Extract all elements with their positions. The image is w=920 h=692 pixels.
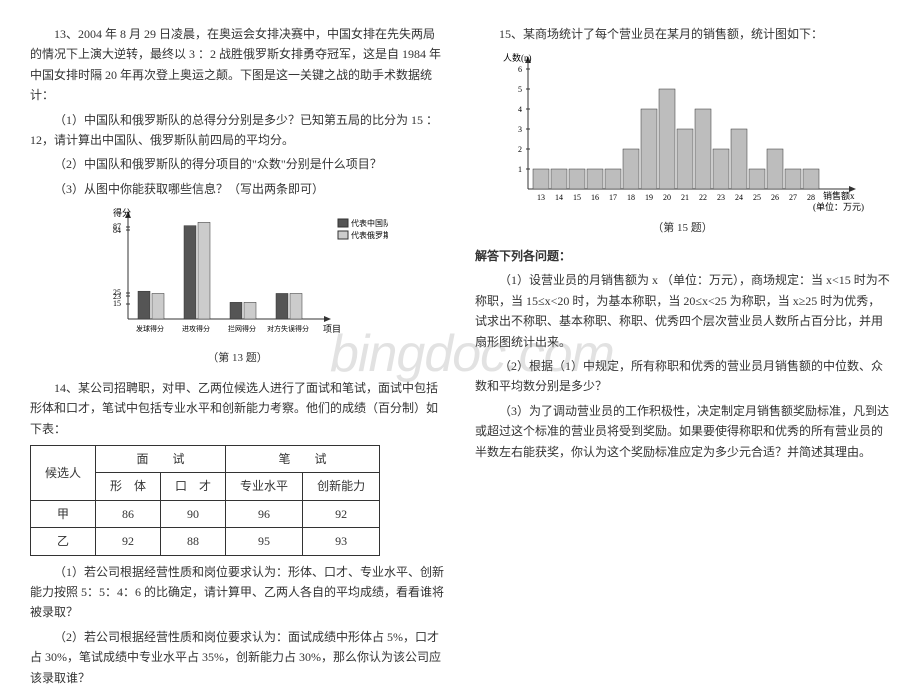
svg-text:项目: 项目 xyxy=(323,324,341,334)
svg-text:26: 26 xyxy=(771,193,779,202)
svg-text:84: 84 xyxy=(113,226,121,235)
q14-p1: （1）若公司根据经营性质和岗位要求认为：形体、口才、专业水平、创新能力按照 5：… xyxy=(30,562,445,623)
svg-text:15: 15 xyxy=(113,299,121,308)
q13-p1: （1）中国队和俄罗斯队的总得分分别是多少？已知第五局的比分为 15 ：12，请计… xyxy=(30,110,445,151)
svg-text:拦网得分: 拦网得分 xyxy=(228,324,256,333)
q15-heading: 解答下列各问题： xyxy=(475,246,890,266)
svg-text:6: 6 xyxy=(518,65,522,74)
q14-table: 候选人 面 试 笔 试 形 体口 才专业水平创新能力 甲86909692 乙92… xyxy=(30,445,380,556)
svg-text:27: 27 xyxy=(789,193,797,202)
svg-text:1: 1 xyxy=(518,165,522,174)
q15-p3: （3）为了调动营业员的工作积极性，决定制定月销售额奖励标准，凡到达或超过这个标准… xyxy=(475,401,890,462)
svg-text:发球得分: 发球得分 xyxy=(136,324,164,333)
svg-text:25: 25 xyxy=(753,193,761,202)
q15-bar-chart: 人数(n) 销售额x (单位：万元) 123456 13141516171819… xyxy=(493,49,873,214)
svg-text:16: 16 xyxy=(591,193,599,202)
svg-text:13: 13 xyxy=(537,193,545,202)
svg-text:23: 23 xyxy=(717,193,725,202)
svg-text:21: 21 xyxy=(681,193,689,202)
q15-chart-label: （第 15 题） xyxy=(475,219,890,238)
svg-text:代表俄罗斯: 代表俄罗斯 xyxy=(351,230,388,240)
table-head-interview: 面 试 xyxy=(96,445,226,472)
right-column: 15、某商场统计了每个营业员在某月的销售额，统计图如下： 人数(n) 销售额x … xyxy=(475,20,890,692)
svg-text:14: 14 xyxy=(555,193,563,202)
q13-intro: 13、2004 年 8 月 29 日凌晨，在奥运会女排决赛中，中国女排在先失两局… xyxy=(30,24,445,106)
q13-p2: （2）中国队和俄罗斯队的得分项目的"众数"分别是什么项目？ xyxy=(30,154,445,174)
svg-text:22: 22 xyxy=(699,193,707,202)
svg-text:18: 18 xyxy=(627,193,635,202)
two-column-layout: 13、2004 年 8 月 29 日凌晨，在奥运会女排决赛中，中国女排在先失两局… xyxy=(30,20,890,692)
svg-text:(单位：万元): (单位：万元) xyxy=(813,201,864,212)
svg-text:代表中国队: 代表中国队 xyxy=(351,218,388,228)
svg-text:得分: 得分 xyxy=(113,207,131,218)
table-head-written: 笔 试 xyxy=(226,445,380,472)
svg-text:4: 4 xyxy=(518,105,522,114)
svg-text:人数(n): 人数(n) xyxy=(503,52,532,63)
q15-p2: （2）根据（1）中规定，所有称职和优秀的营业员月销售额的中位数、众数和平均数分别… xyxy=(475,356,890,397)
left-column: 13、2004 年 8 月 29 日凌晨，在奥运会女排决赛中，中国女排在先失两局… xyxy=(30,20,445,692)
q13-p3: （3）从图中你能获取哪些信息？（写出两条即可） xyxy=(30,179,445,199)
svg-text:24: 24 xyxy=(735,193,743,202)
svg-text:28: 28 xyxy=(807,193,815,202)
q13-chart-label: （第 13 题） xyxy=(30,349,445,368)
svg-text:19: 19 xyxy=(645,193,653,202)
table-head-candidate: 候选人 xyxy=(31,445,96,500)
svg-text:15: 15 xyxy=(573,193,581,202)
q15-p1: （1）设营业员的月销售额为 x （单位：万元），商场规定：当 x<15 时为不称… xyxy=(475,270,890,352)
svg-text:销售额x: 销售额x xyxy=(823,190,855,201)
q14-intro: 14、某公司招聘职，对甲、乙两位候选人进行了面试和笔试，面试中包括形体和口才，笔… xyxy=(30,378,445,439)
svg-text:对方失误得分: 对方失误得分 xyxy=(267,324,309,333)
svg-text:2: 2 xyxy=(518,145,522,154)
svg-text:17: 17 xyxy=(609,193,617,202)
svg-text:进攻得分: 进攻得分 xyxy=(182,324,210,333)
q14-p2: （2）若公司根据经营性质和岗位要求认为：面试成绩中形体占 5%，口才占 30%，… xyxy=(30,627,445,688)
svg-text:5: 5 xyxy=(518,85,522,94)
svg-text:3: 3 xyxy=(518,125,522,134)
q15-intro: 15、某商场统计了每个营业员在某月的销售额，统计图如下： xyxy=(475,24,890,44)
svg-text:20: 20 xyxy=(663,193,671,202)
q13-bar-chart: 得分 项目 87 84 25 23 15 发球得分进攻得分拦网得分对方失误得分 … xyxy=(88,204,388,344)
